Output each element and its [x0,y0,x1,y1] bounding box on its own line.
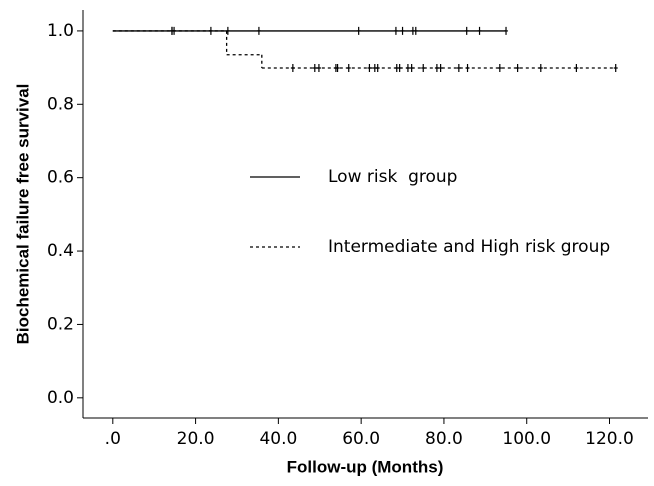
censor-mark [538,63,543,72]
y-tick-label: 1.0 [47,21,74,41]
legend-label: Intermediate and High risk group [328,237,610,257]
x-tick-label: 40.0 [259,429,297,449]
censor-mark [613,63,618,72]
censor-mark [169,26,174,35]
censor-mark [356,26,361,35]
x-tick-label: 20.0 [177,429,215,449]
y-tick-label: 0.4 [47,241,74,261]
x-tick-label: 60.0 [342,429,380,449]
censor-mark [346,63,351,72]
censor-mark [434,63,439,72]
censor-mark [413,26,418,35]
censor-mark [464,26,469,35]
censor-mark [574,63,579,72]
y-tick-label: 0.0 [47,388,74,408]
censor-mark [465,63,470,72]
censor-mark [312,63,317,72]
censor-mark [393,26,398,35]
y-tick-label: 0.6 [47,168,74,188]
censor-mark [405,63,410,72]
censor-mark [477,26,482,35]
x-tick-label: 100.0 [502,429,551,449]
y-tick-label: 0.2 [47,314,74,334]
censor-mark [397,63,402,72]
censor-mark [256,26,261,35]
x-tick-label: .0 [105,429,121,449]
censor-mark [400,26,405,35]
legend-label: Low risk group [328,167,457,187]
y-tick-label: 0.8 [47,94,74,114]
y-axis-title: Biochemical failure free survival [13,84,32,345]
censor-mark [515,63,520,72]
censor-mark [409,63,414,72]
x-tick-label: 120.0 [585,429,634,449]
censor-mark [438,63,443,72]
censor-mark [421,63,426,72]
censor-mark [316,63,321,72]
censor-mark [367,63,372,72]
censor-mark [335,63,340,72]
censor-mark [290,63,295,72]
censor-mark [375,63,380,72]
censor-mark [504,26,509,35]
censor-mark [456,63,461,72]
censor-mark [497,63,502,72]
x-axis-title: Follow-up (Months) [287,457,444,476]
x-tick-label: 80.0 [425,429,463,449]
